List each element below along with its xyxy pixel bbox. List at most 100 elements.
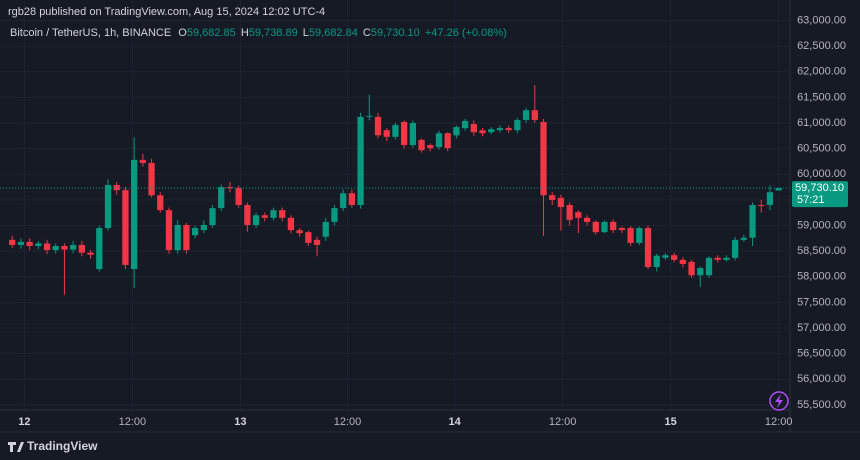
candle-body <box>61 246 68 250</box>
candle-body <box>200 224 207 231</box>
candle-body <box>522 110 530 120</box>
candle-body <box>357 116 364 205</box>
candle-body <box>348 193 356 205</box>
x-tick-label: 12 <box>18 416 30 428</box>
candle-body <box>496 128 504 131</box>
candle-body <box>557 197 565 208</box>
candle-body <box>514 119 521 131</box>
y-tick-label: 58,500.00 <box>797 245 846 257</box>
candle-body <box>226 187 234 189</box>
candle-body <box>104 185 112 229</box>
x-tick-label: 12:00 <box>765 416 793 428</box>
candle-body <box>183 224 190 251</box>
candle-body <box>470 124 477 133</box>
candle-body <box>627 228 634 243</box>
candle-body <box>453 127 460 136</box>
lightning-bolt <box>775 394 783 408</box>
candle-body <box>43 243 51 251</box>
legend-label: L <box>303 27 309 39</box>
candle-body <box>261 215 268 218</box>
y-tick-label: 57,000.00 <box>797 322 846 334</box>
candle-body <box>444 133 451 149</box>
candle-body <box>636 228 643 243</box>
candles <box>0 85 790 295</box>
y-tick-label: 56,000.00 <box>797 373 846 385</box>
candle-body <box>749 205 756 238</box>
legend-change: +47.26 (+0.08%) <box>425 27 507 39</box>
candle-body <box>122 190 129 265</box>
candle-body <box>157 195 164 211</box>
candle-body <box>488 129 495 133</box>
x-tick-label: 12:00 <box>334 416 362 428</box>
candle-body <box>714 257 721 260</box>
legend-label: C <box>363 27 371 39</box>
legend: Bitcoin / TetherUS, 1h, BINANCE O 59,682.… <box>10 27 507 39</box>
x-tick-label: 13 <box>234 416 246 428</box>
candle-body <box>252 215 260 225</box>
candle-body <box>78 244 86 253</box>
candle-body <box>235 188 242 205</box>
candle-body <box>209 208 216 225</box>
candle-body <box>531 110 538 120</box>
candle-body <box>296 230 303 234</box>
candle-body <box>697 268 704 276</box>
candle-body <box>566 205 573 220</box>
candle-body <box>775 188 782 191</box>
candle-body <box>766 192 774 205</box>
legend-value: 59,730.10 <box>371 27 420 39</box>
y-tick-label: 57,500.00 <box>797 296 846 308</box>
y-tick-label: 60,000.00 <box>797 168 846 180</box>
candle-body <box>313 239 321 245</box>
candle-body <box>374 116 382 136</box>
candle-body <box>96 228 103 270</box>
candle-body <box>679 259 687 264</box>
candle-body <box>35 243 42 246</box>
y-tick-label: 56,500.00 <box>797 348 846 360</box>
candle-body <box>52 246 59 251</box>
candle-body <box>644 228 652 268</box>
legend-value: 59,682.84 <box>309 27 358 39</box>
lightning-icon[interactable] <box>769 391 789 411</box>
candle-body <box>731 239 739 258</box>
candle-body <box>331 208 338 222</box>
footer-logo: TradingView <box>8 439 98 453</box>
candle-body <box>305 232 312 243</box>
x-tick-label: 12:00 <box>549 416 577 428</box>
candle-body <box>583 217 591 222</box>
symbol-title: Bitcoin / TetherUS, 1h, BINANCE <box>10 27 171 39</box>
axes: 55,500.00 56,000.00 56,500.00 57,000.00 57,5… <box>18 14 848 428</box>
y-tick-label: 61,000.00 <box>797 117 846 129</box>
x-tick-label: 14 <box>449 416 462 428</box>
brand: TradingView <box>27 439 98 453</box>
candle-body <box>9 239 16 245</box>
candle-body <box>17 241 25 245</box>
legend-label: O <box>178 27 187 39</box>
candle-body <box>549 195 556 200</box>
candle-body <box>340 193 347 209</box>
candle-body <box>322 221 329 237</box>
y-tick-label: 60,500.00 <box>797 143 846 155</box>
candle-body <box>653 255 660 268</box>
candle-body <box>244 205 251 225</box>
x-tick-label: 12:00 <box>119 416 147 428</box>
candle-body <box>740 237 747 240</box>
candle-body <box>148 162 155 196</box>
logo-mark <box>8 442 24 452</box>
candle-body <box>366 115 373 117</box>
candle-body <box>705 257 713 276</box>
candle-body <box>418 139 425 151</box>
candle-body <box>139 159 146 163</box>
candle-body <box>610 221 617 231</box>
candle-body <box>270 210 277 218</box>
y-tick-label: 62,000.00 <box>797 66 846 78</box>
candle-body <box>191 228 199 236</box>
y-tick-label: 58,000.00 <box>797 271 846 283</box>
candle-body <box>113 185 120 191</box>
candle-body <box>383 130 390 137</box>
candle-body <box>70 244 77 250</box>
candle-body <box>435 133 443 148</box>
candle-body <box>505 128 512 131</box>
